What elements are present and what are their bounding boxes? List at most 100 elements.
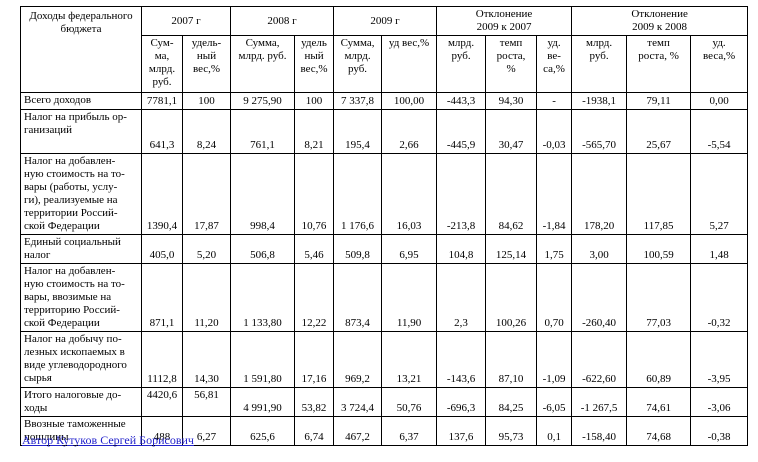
table-cell: -0,38 <box>690 416 749 446</box>
table-cell: 641,3 <box>141 109 183 154</box>
table-cell: 100 <box>294 92 335 110</box>
table-cell: 3 724,4 <box>333 387 383 417</box>
table-cell: 4420,6 <box>141 387 183 417</box>
table-cell: 7781,1 <box>141 92 183 110</box>
row-label: Всего доходов <box>20 92 142 110</box>
table-cell: -0,32 <box>690 263 749 332</box>
column-header: уд. ве- са,% <box>536 35 573 93</box>
table-cell: 79,11 <box>626 92 692 110</box>
table-cell: -5,54 <box>690 109 749 154</box>
table-cell: 506,8 <box>230 234 296 264</box>
table-cell: 0,70 <box>536 263 573 332</box>
table-cell: 14,30 <box>181 331 232 388</box>
table-cell: 100,00 <box>381 92 438 110</box>
table-cell: -1938,1 <box>571 92 628 110</box>
table-cell: 8,24 <box>181 109 232 154</box>
table-cell: 50,76 <box>381 387 438 417</box>
table-cell: 969,2 <box>333 331 383 388</box>
table-cell: 871,1 <box>141 263 183 332</box>
column-group-2008: 2008 г <box>230 6 335 36</box>
column-group-2007: 2007 г <box>140 6 232 36</box>
table-cell: 6,95 <box>381 234 438 264</box>
table-cell: 6,27 <box>181 416 232 446</box>
table-cell: 56,81 <box>181 387 232 417</box>
table-cell: 488 <box>141 416 183 446</box>
row-label: Налог на добавлен- ную стоимость на то- … <box>20 153 142 235</box>
table-cell: 74,61 <box>626 387 692 417</box>
column-header: уд. веса,% <box>690 35 749 93</box>
table-cell: 1 591,80 <box>230 331 296 388</box>
table-cell: -6,05 <box>536 387 573 417</box>
table-cell: 13,21 <box>381 331 438 388</box>
table-cell: 998,4 <box>230 153 296 235</box>
column-header: темп роста, % <box>485 35 538 93</box>
table-cell: 467,2 <box>333 416 383 446</box>
table-cell: 25,67 <box>626 109 692 154</box>
table-cell: 178,20 <box>571 153 628 235</box>
column-header: удель ный вес,% <box>294 35 335 93</box>
table-cell: 137,6 <box>436 416 487 446</box>
row-label: Ввозные таможенные пошлины <box>20 416 142 446</box>
column-group-deviation-2009-2008: Отклонение 2009 к 2008 <box>571 6 749 36</box>
author-link[interactable]: Автор Кутуков Сергей Борисович <box>22 433 194 447</box>
table-cell: 4 991,90 <box>230 387 296 417</box>
table-cell: 84,62 <box>485 153 538 235</box>
table-cell: 7 337,8 <box>333 92 383 110</box>
table-cell: 1390,4 <box>141 153 183 235</box>
table-cell: 30,47 <box>485 109 538 154</box>
table-cell: 16,03 <box>381 153 438 235</box>
table-cell: -0,03 <box>536 109 573 154</box>
row-label: Налог на прибыль ор- ганизаций <box>20 109 142 154</box>
table-cell: 87,10 <box>485 331 538 388</box>
table-cell: 117,85 <box>626 153 692 235</box>
table-cell: 8,21 <box>294 109 335 154</box>
table-body: Всего доходов 7781,1 100 9 275,90 100 7 337,8… <box>20 92 749 446</box>
table-cell: 1,48 <box>690 234 749 264</box>
row-label: Налог на добавлен- ную стоимость на то- … <box>20 263 142 332</box>
table-cell: 0,00 <box>690 92 749 110</box>
table-cell: 104,8 <box>436 234 487 264</box>
table-cell: 625,6 <box>230 416 296 446</box>
table-cell: -622,60 <box>571 331 628 388</box>
table-cell: -3,06 <box>690 387 749 417</box>
table-row: Налог на добавлен- ную стоимость на то- … <box>20 263 749 332</box>
table-cell: -260,40 <box>571 263 628 332</box>
column-header: Сумма, млрд. руб. <box>230 35 296 93</box>
table-cell: 509,8 <box>333 234 383 264</box>
table-cell: 1 133,80 <box>230 263 296 332</box>
table-cell: 60,89 <box>626 331 692 388</box>
table-cell: 6,37 <box>381 416 438 446</box>
table-cell: 12,22 <box>294 263 335 332</box>
table-row: Итого налоговые до- ходы 4420,6 56,81 4 991… <box>20 387 749 417</box>
table-cell: 74,68 <box>626 416 692 446</box>
column-header: Сумма, млрд. руб. <box>333 35 383 93</box>
table-cell: 5,20 <box>181 234 232 264</box>
column-header: млрд. руб. <box>571 35 628 93</box>
column-group-2009: 2009 г <box>333 6 438 36</box>
table-row: Налог на добавлен- ную стоимость на то- … <box>20 153 749 235</box>
budget-table: Доходы федерального бюджета 2007 г 2008 … <box>20 6 749 446</box>
table-cell: -445,9 <box>436 109 487 154</box>
column-group-deviation-2009-2007: Отклонение 2009 к 2007 <box>436 6 573 36</box>
table-header-row-groups: Доходы федерального бюджета 2007 г 2008 … <box>20 6 749 93</box>
table-cell: 1112,8 <box>141 331 183 388</box>
table-cell: 1,75 <box>536 234 573 264</box>
table-row: Налог на добычу по- лезных ископаемых в … <box>20 331 749 388</box>
table-cell: 17,87 <box>181 153 232 235</box>
table-cell: 84,25 <box>485 387 538 417</box>
column-header: удель- ный вес,% <box>181 35 232 93</box>
table-cell: 3,00 <box>571 234 628 264</box>
table-cell: -1 267,5 <box>571 387 628 417</box>
table-cell: 125,14 <box>485 234 538 264</box>
table-cell: 873,4 <box>333 263 383 332</box>
table-cell: -158,40 <box>571 416 628 446</box>
table-cell: 195,4 <box>333 109 383 154</box>
table-cell: 0,1 <box>536 416 573 446</box>
table-cell: 11,20 <box>181 263 232 332</box>
table-cell: 2,3 <box>436 263 487 332</box>
corner-header: Доходы федерального бюджета <box>20 6 142 93</box>
table-cell: 100 <box>181 92 232 110</box>
table-header-row-subcolumns: Сум- ма, млрд. руб. удель- ный вес,% Сум… <box>21 35 749 93</box>
column-header: уд вес,% <box>381 35 438 93</box>
